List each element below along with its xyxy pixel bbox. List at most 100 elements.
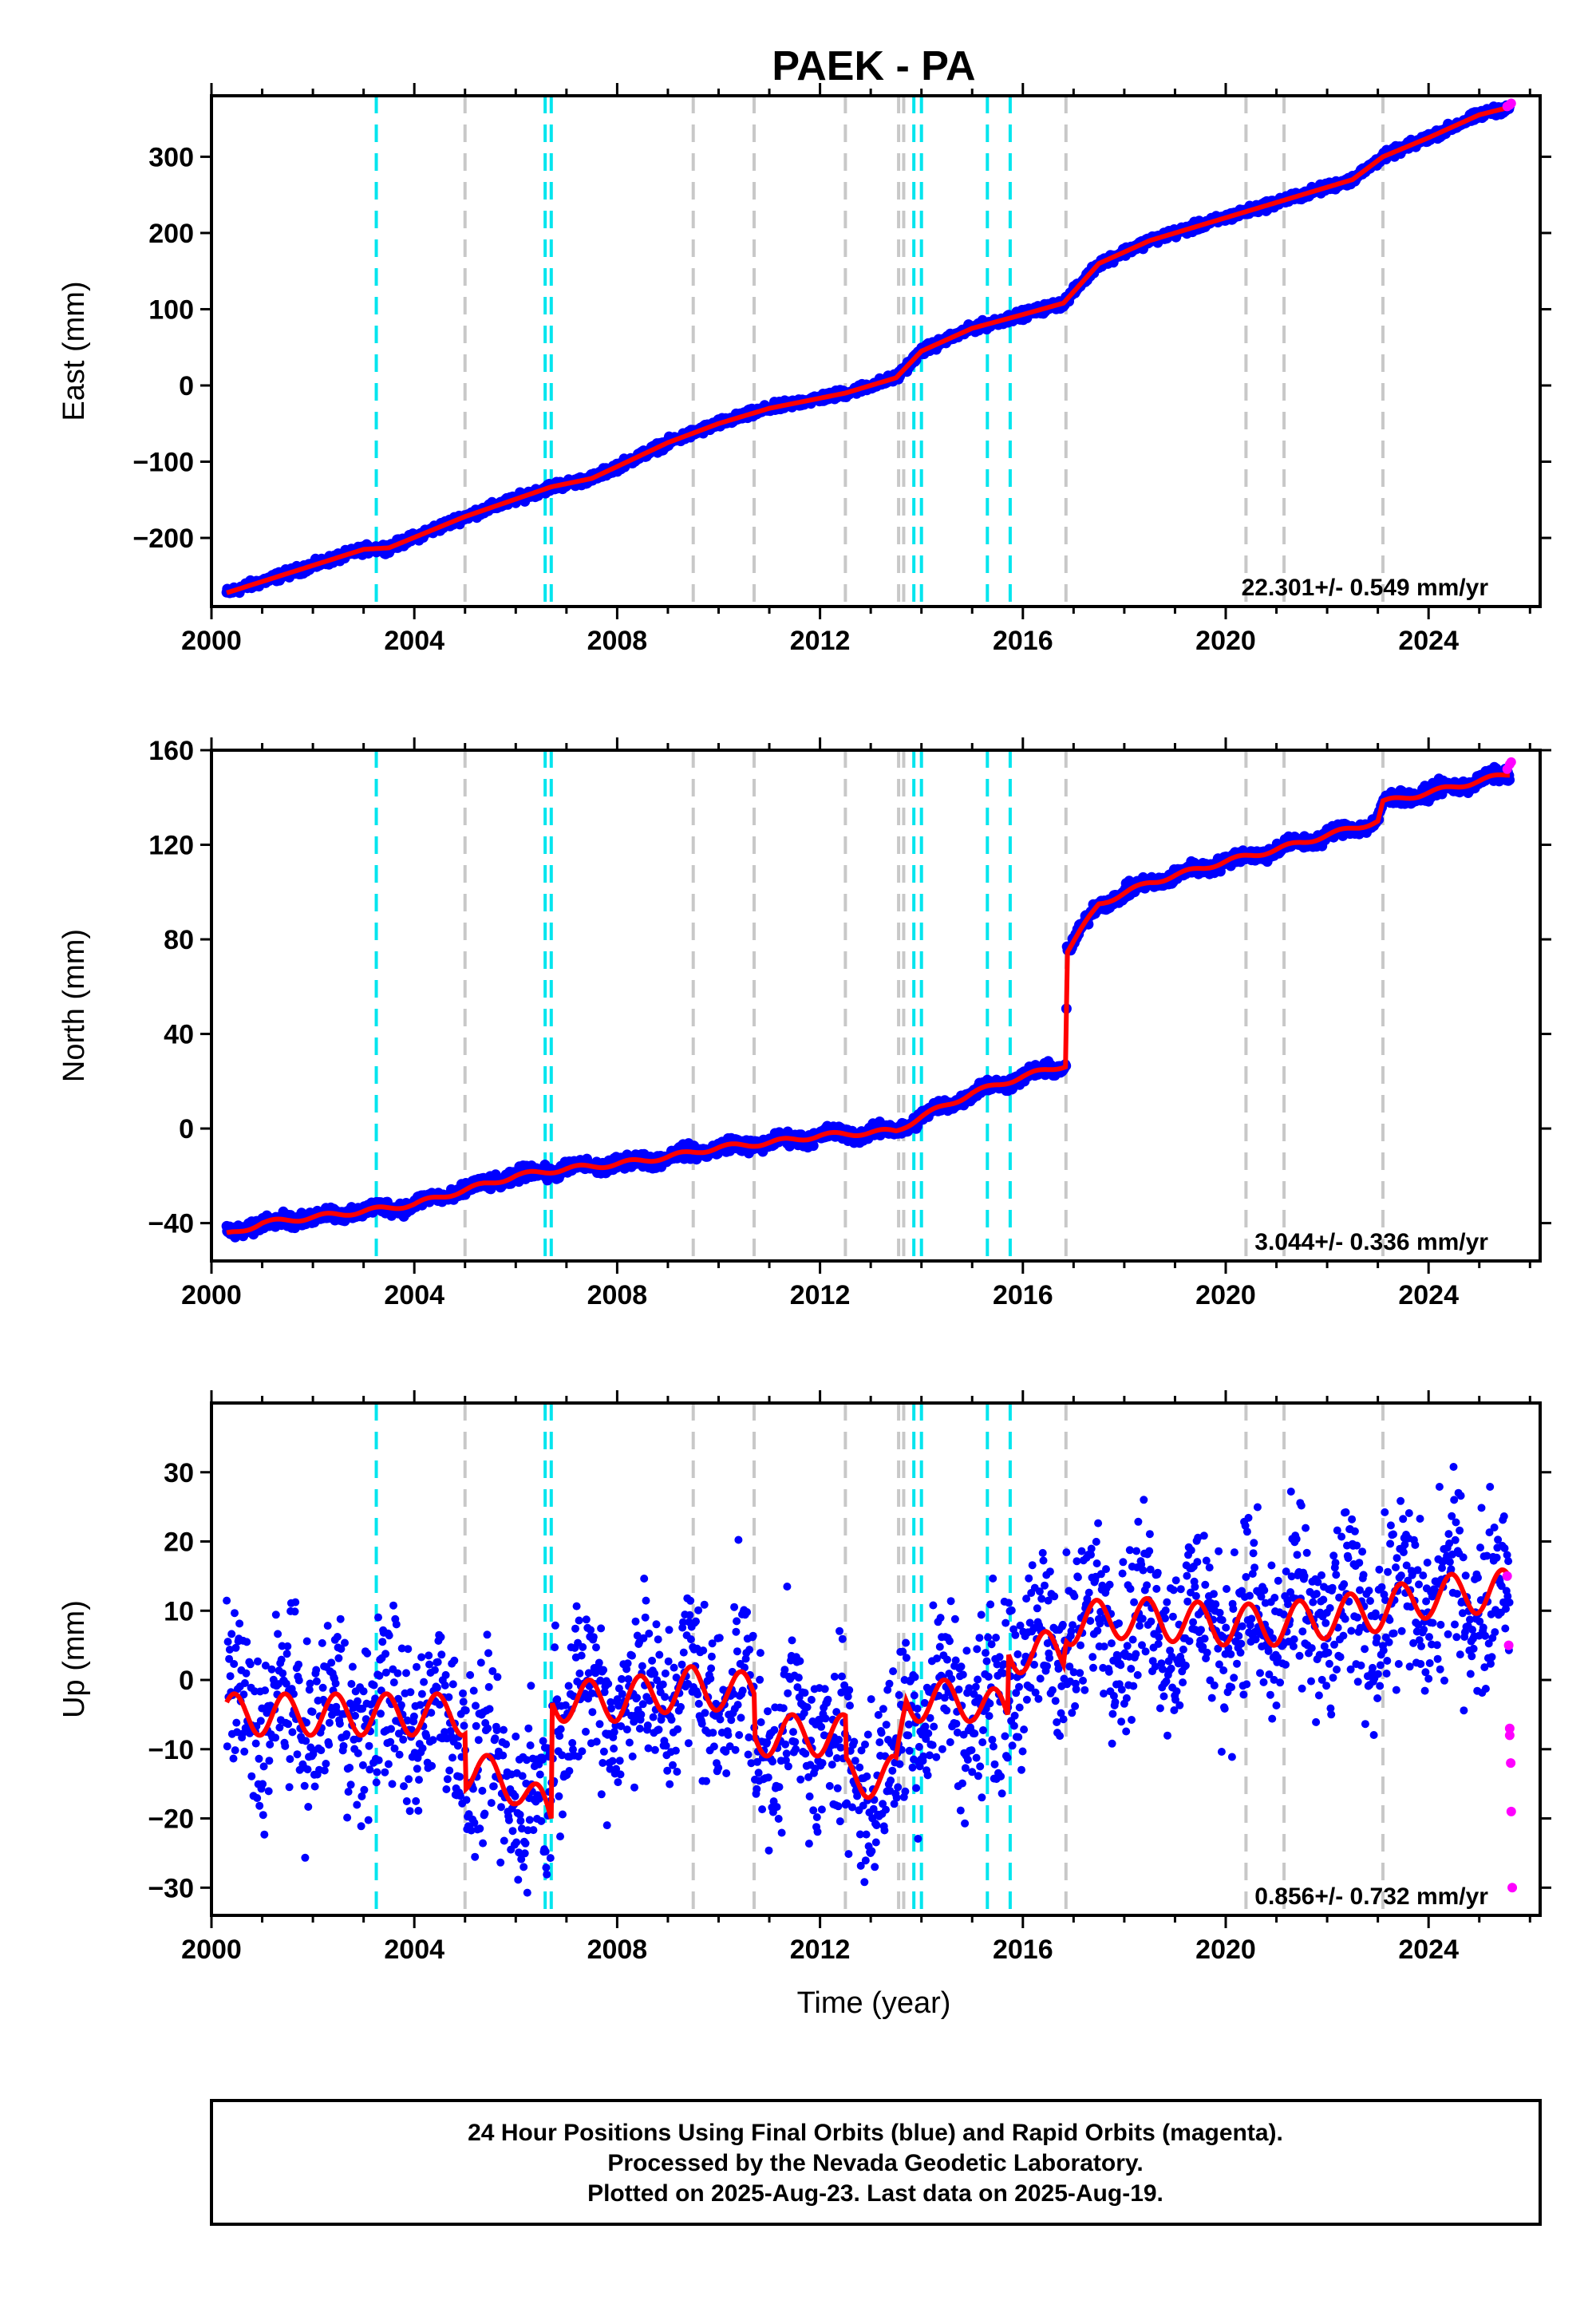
data-point	[264, 1787, 273, 1796]
data-point	[286, 1755, 294, 1764]
data-point	[281, 1741, 290, 1750]
data-point	[253, 1794, 262, 1802]
rapid-point	[1506, 757, 1516, 767]
data-point	[364, 1816, 373, 1824]
data-point	[516, 1816, 525, 1825]
data-point	[413, 1662, 421, 1671]
data-point	[283, 1642, 292, 1650]
data-point	[384, 1760, 393, 1769]
x-tick-label: 2008	[587, 626, 648, 656]
data-point	[294, 1660, 303, 1669]
data-point	[405, 1775, 413, 1784]
data-point	[392, 1620, 401, 1629]
data-point	[310, 1782, 319, 1791]
data-point	[479, 1839, 488, 1848]
data-point	[255, 1754, 263, 1763]
data-point	[448, 1680, 457, 1689]
data-point	[511, 1792, 519, 1800]
x-tick-label: 2020	[1195, 626, 1256, 656]
data-point	[402, 1797, 411, 1805]
data-point	[519, 1863, 528, 1871]
data-point	[514, 1875, 523, 1884]
data-point	[425, 1651, 433, 1660]
data-point	[551, 1621, 559, 1630]
data-point	[462, 1796, 471, 1804]
data-point	[418, 1744, 427, 1753]
data-point	[433, 1683, 441, 1692]
data-point	[293, 1750, 302, 1759]
data-point	[372, 1778, 381, 1787]
data-point	[301, 1853, 310, 1862]
data-point	[282, 1650, 291, 1658]
data-point	[320, 1766, 329, 1775]
y-tick-label: 0	[179, 1114, 194, 1144]
data-point	[512, 1732, 520, 1741]
data-point	[489, 1782, 498, 1791]
data-point	[529, 1826, 538, 1835]
data-point	[291, 1598, 300, 1607]
data-point	[303, 1765, 312, 1774]
data-point	[274, 1630, 282, 1638]
data-point	[302, 1737, 310, 1745]
data-point	[331, 1679, 340, 1688]
data-point	[354, 1749, 362, 1757]
y-tick-label: −100	[132, 448, 194, 478]
data-point	[353, 1800, 361, 1809]
data-point	[466, 1670, 475, 1679]
data-point	[389, 1678, 398, 1687]
data-point	[229, 1754, 238, 1763]
data-point	[365, 1765, 374, 1774]
data-point	[537, 1816, 546, 1825]
data-point	[265, 1757, 274, 1765]
data-point	[546, 1854, 555, 1863]
data-point	[428, 1761, 437, 1770]
data-point	[363, 1649, 372, 1658]
data-point	[290, 1607, 299, 1616]
data-point	[381, 1768, 389, 1777]
x-tick-label: 2004	[384, 626, 444, 656]
data-point	[453, 1741, 462, 1750]
data-point	[378, 1638, 387, 1646]
y-axis-title: North (mm)	[57, 929, 91, 1082]
data-point	[429, 1736, 437, 1745]
data-point	[553, 1695, 562, 1704]
data-point	[223, 1596, 231, 1605]
data-point	[344, 1788, 353, 1796]
data-point	[474, 1736, 483, 1745]
data-point	[312, 1677, 321, 1686]
data-point	[373, 1768, 381, 1777]
data-point	[256, 1717, 265, 1725]
velocity-label: 22.301+/- 0.549 mm/yr	[1242, 575, 1489, 601]
data-point	[400, 1782, 408, 1791]
data-point	[322, 1760, 330, 1768]
data-point	[336, 1614, 345, 1623]
data-point	[266, 1740, 275, 1749]
data-point	[393, 1669, 402, 1678]
y-tick-label: −200	[132, 524, 194, 554]
y-tick-label: −40	[148, 1209, 194, 1239]
data-point	[478, 1786, 487, 1795]
data-point	[527, 1682, 535, 1690]
data-point	[346, 1780, 355, 1789]
data-point	[543, 1870, 551, 1879]
data-point	[259, 1811, 267, 1820]
data-point	[323, 1622, 332, 1630]
data-point	[459, 1689, 467, 1697]
data-point	[279, 1669, 287, 1678]
data-point	[500, 1836, 508, 1845]
data-point	[440, 1681, 449, 1690]
data-point	[539, 1737, 547, 1745]
data-point	[242, 1669, 251, 1678]
data-point	[339, 1741, 348, 1750]
data-point	[259, 1780, 267, 1788]
data-point	[491, 1734, 500, 1743]
data-point	[525, 1816, 534, 1824]
data-point	[223, 1638, 232, 1646]
data-point	[480, 1809, 489, 1818]
data-point	[227, 1630, 236, 1638]
data-point	[500, 1725, 508, 1734]
data-point	[437, 1633, 445, 1642]
data-point	[442, 1785, 451, 1793]
